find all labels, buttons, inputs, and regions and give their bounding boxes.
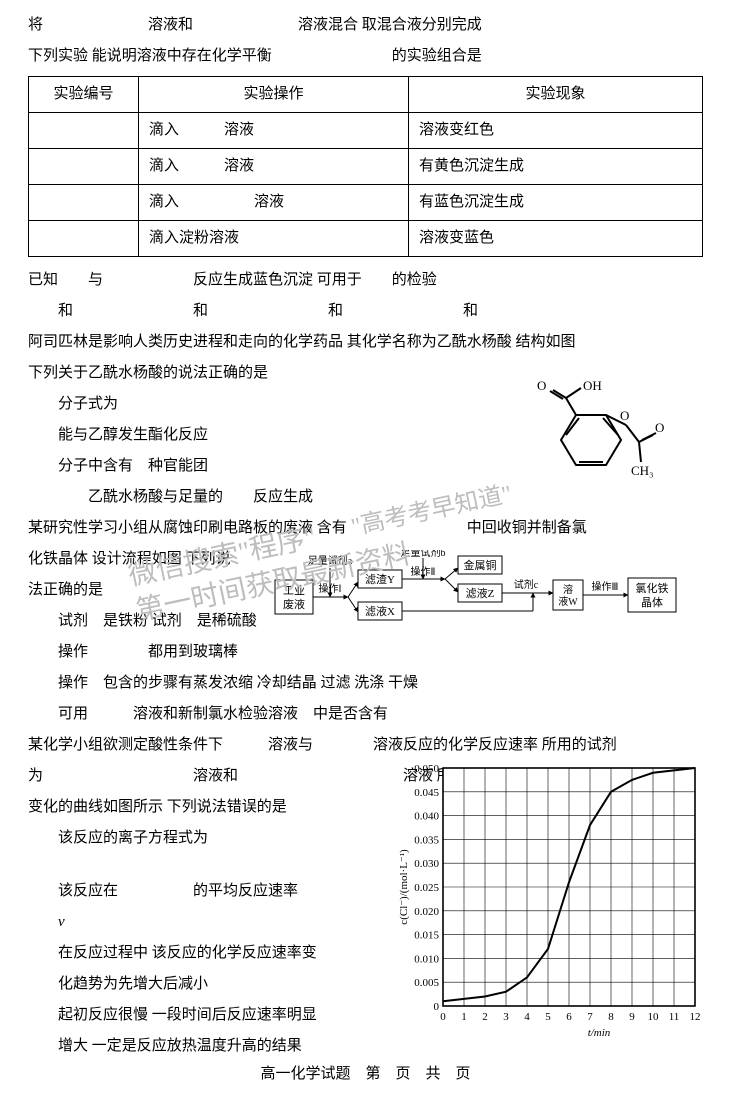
label-o2: O xyxy=(620,408,629,423)
r4c1 xyxy=(29,221,139,257)
q8-stem-1: 阿司匹林是影响人类历史进程和走向的化学药品 其化学名称为乙酰水杨酸 结构如图 xyxy=(28,329,703,356)
flow-box1-l2: 废液 xyxy=(283,597,305,611)
svg-text:0.045: 0.045 xyxy=(414,787,439,799)
th-op: 实验操作 xyxy=(139,77,409,113)
flow-box7-l1: 氯化铁 xyxy=(636,581,669,595)
q10-c-1: 在反应过程中 该反应的化学反应速率变 xyxy=(28,940,408,967)
svg-text:t/min: t/min xyxy=(588,1027,611,1039)
r1c3: 溶液变红色 xyxy=(409,113,703,149)
q7-stem-2: 下列实验 能说明溶液中存在化学平衡 的实验组合是 xyxy=(28,43,703,70)
flow-box5: 滤液Z xyxy=(466,586,495,600)
q9-d: 可用 溶液和新制氯水检验溶液 中是否含有 xyxy=(28,701,703,728)
flow-box4: 金属铜 xyxy=(464,558,497,572)
r4c3: 溶液变蓝色 xyxy=(409,221,703,257)
flow-lab-b: 足量试剂b xyxy=(401,550,446,559)
flow-box3: 滤液X xyxy=(365,604,395,618)
label-o3: O xyxy=(655,420,664,435)
svg-text:6: 6 xyxy=(566,1011,572,1023)
label-ch3: CH₃ xyxy=(631,463,654,478)
r3c2: 滴入 溶液 xyxy=(139,185,409,221)
kinetics-chart: 012345678910111200.0050.0100.0150.0200.0… xyxy=(393,760,703,1040)
svg-text:5: 5 xyxy=(545,1011,551,1023)
svg-text:10: 10 xyxy=(648,1011,660,1023)
q7-options: 和 和 和 和 xyxy=(28,298,703,325)
svg-text:0.025: 0.025 xyxy=(414,882,439,894)
svg-text:0.020: 0.020 xyxy=(414,906,439,918)
r1c1 xyxy=(29,113,139,149)
q9-c: 操作 包含的步骤有蒸发浓缩 冷却结晶 过滤 洗涤 干燥 xyxy=(28,670,703,697)
svg-text:0.035: 0.035 xyxy=(414,834,439,846)
q7-stem-1: 将 溶液和 溶液混合 取混合液分别完成 xyxy=(28,12,703,39)
flow-box6-l1: 溶 xyxy=(563,583,573,596)
q10-d-1: 起初反应很慢 一段时间后反应速率明显 xyxy=(28,1002,408,1029)
svg-text:12: 12 xyxy=(690,1011,701,1023)
flow-box6-l2: 液W xyxy=(558,595,578,608)
r2c3: 有黄色沉淀生成 xyxy=(409,149,703,185)
svg-text:7: 7 xyxy=(587,1011,593,1023)
q10-a: 该反应的离子方程式为 xyxy=(28,825,408,852)
q10-b-2: v xyxy=(28,909,408,936)
process-flow-diagram: 工业 废液 操作Ⅰ 足量试剂a 滤渣Y 滤液X 操作Ⅱ 足量试剂b 金属铜 滤液… xyxy=(273,550,703,650)
r2c1 xyxy=(29,149,139,185)
q10-d-2: 增大 一定是反应放热温度升高的结果 xyxy=(28,1033,408,1060)
flow-box1-l1: 工业 xyxy=(283,584,305,597)
label-o1: O xyxy=(537,380,546,393)
flow-lab-c: 试剂c xyxy=(514,578,539,591)
aspirin-structure: OH O O O CH₃ xyxy=(521,380,671,520)
svg-text:3: 3 xyxy=(503,1011,509,1023)
svg-text:0.050: 0.050 xyxy=(414,763,439,775)
flow-lab-a: 足量试剂a xyxy=(308,554,353,567)
svg-text:0.015: 0.015 xyxy=(414,930,439,942)
svg-text:0: 0 xyxy=(434,1001,440,1013)
q7-note: 已知 与 反应生成蓝色沉淀 可用于 的检验 xyxy=(28,267,703,294)
svg-text:4: 4 xyxy=(524,1011,530,1023)
q10-b-1: 该反应在 的平均反应速率 xyxy=(28,878,408,905)
svg-text:8: 8 xyxy=(608,1011,614,1023)
svg-text:0.010: 0.010 xyxy=(414,953,439,965)
r4c2: 滴入淀粉溶液 xyxy=(139,221,409,257)
svg-text:0.005: 0.005 xyxy=(414,977,439,989)
r3c3: 有蓝色沉淀生成 xyxy=(409,185,703,221)
flow-box2: 滤渣Y xyxy=(365,572,395,586)
svg-text:0.040: 0.040 xyxy=(414,811,439,823)
flow-op3: 操作Ⅲ xyxy=(592,580,619,593)
svg-text:9: 9 xyxy=(629,1011,635,1023)
page-footer: 高一化学试题 第 页 共 页 xyxy=(0,1061,731,1088)
svg-text:2: 2 xyxy=(482,1011,488,1023)
svg-text:0: 0 xyxy=(440,1011,446,1023)
th-obs: 实验现象 xyxy=(409,77,703,113)
svg-text:c(Cl⁻)/(mol·L⁻¹): c(Cl⁻)/(mol·L⁻¹) xyxy=(398,849,410,925)
svg-text:0.030: 0.030 xyxy=(414,858,439,870)
label-oh: OH xyxy=(583,380,602,393)
q10-stem-1: 某化学小组欲测定酸性条件下 溶液与 溶液反应的化学反应速率 所用的试剂 xyxy=(28,732,703,759)
experiment-table: 实验编号 实验操作 实验现象 滴入 溶液 溶液变红色 滴入 溶液 有黄色沉淀生成… xyxy=(28,76,703,257)
r1c2: 滴入 溶液 xyxy=(139,113,409,149)
q10-c-2: 化趋势为先增大后减小 xyxy=(28,971,408,998)
svg-text:1: 1 xyxy=(461,1011,467,1023)
flow-box7-l2: 晶体 xyxy=(641,595,663,609)
r2c2: 滴入 溶液 xyxy=(139,149,409,185)
svg-text:11: 11 xyxy=(669,1011,680,1023)
th-id: 实验编号 xyxy=(29,77,139,113)
r3c1 xyxy=(29,185,139,221)
